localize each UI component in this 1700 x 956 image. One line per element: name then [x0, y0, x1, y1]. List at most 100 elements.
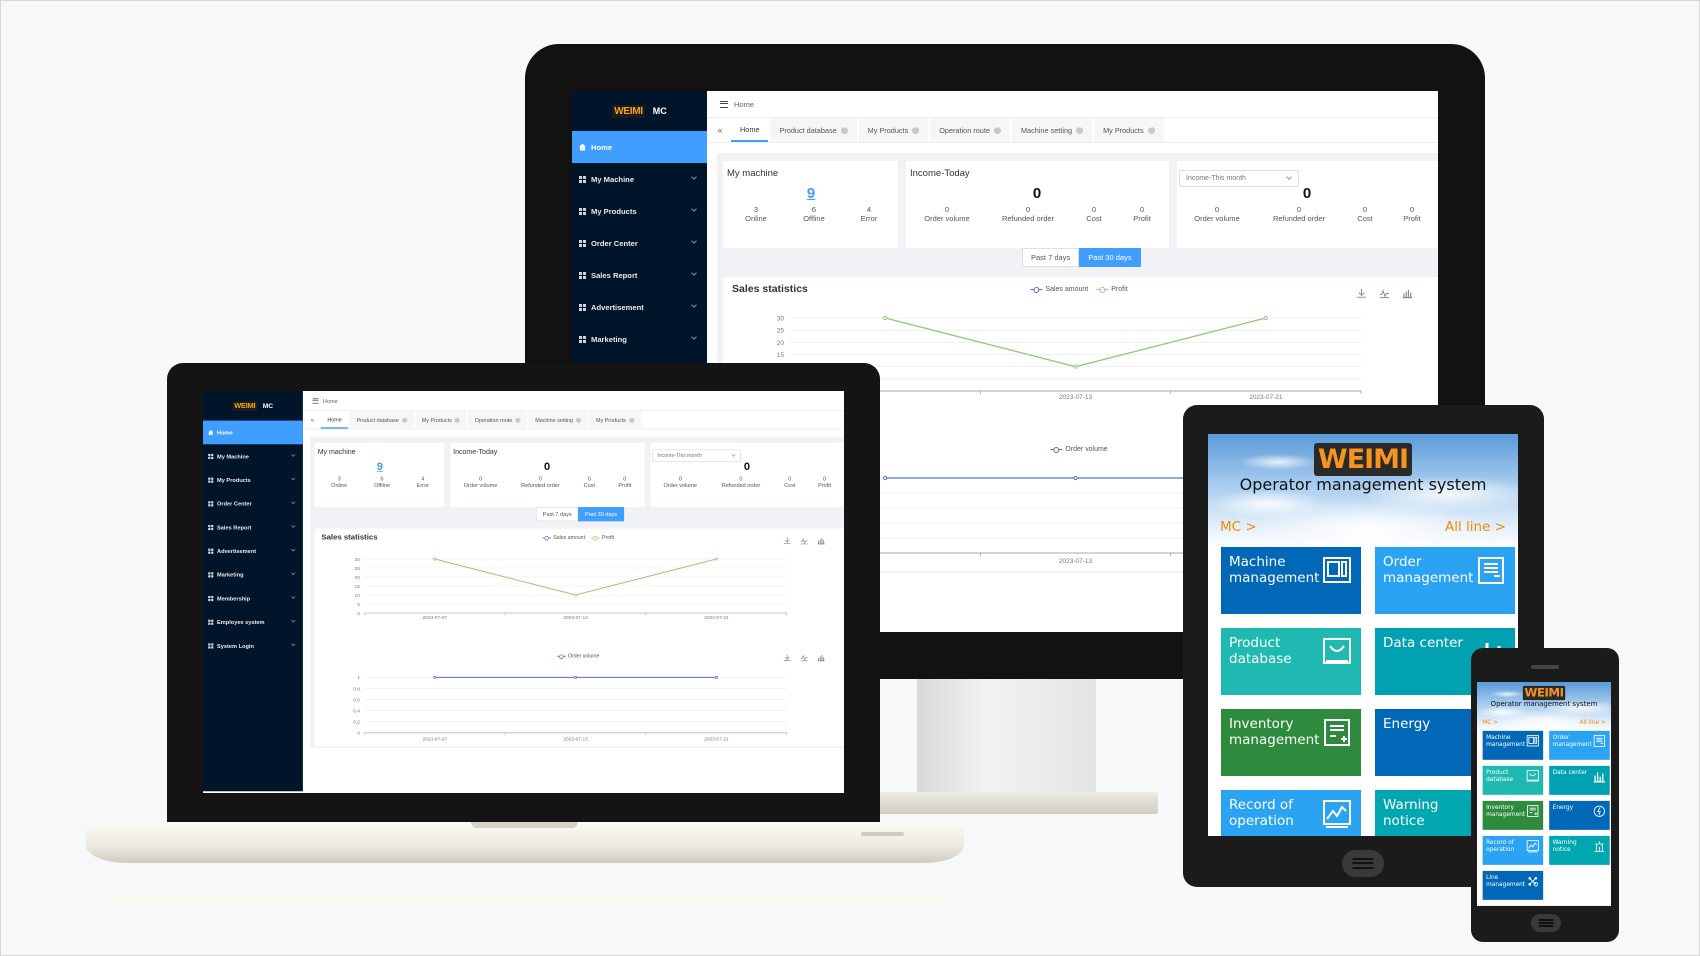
- sidebar-item-advertisement[interactable]: Advertisement: [572, 291, 707, 323]
- close-icon[interactable]: [1147, 125, 1155, 134]
- tablet-home-button[interactable]: [1342, 850, 1384, 877]
- all-line-link[interactable]: All line >: [1579, 718, 1606, 726]
- tab-product-database[interactable]: Product database: [349, 410, 414, 429]
- bar-chart-icon[interactable]: [1402, 288, 1413, 299]
- tab-home[interactable]: Home: [320, 410, 349, 429]
- tab-machine-setting[interactable]: Machine setting: [1011, 118, 1093, 142]
- chevron-down-icon[interactable]: [291, 547, 296, 552]
- close-icon[interactable]: [628, 416, 635, 423]
- sidebar-item-employee-system[interactable]: Employee system: [203, 610, 303, 634]
- close-icon[interactable]: [401, 416, 407, 423]
- tab-machine-setting[interactable]: Machine setting: [528, 410, 588, 429]
- tab-product-database[interactable]: Product database: [770, 118, 857, 142]
- tile-line-management[interactable]: Line management: [1482, 870, 1544, 900]
- sidebar-item-order-center[interactable]: Order Center: [203, 492, 303, 516]
- close-icon[interactable]: [515, 416, 521, 423]
- sidebar-item-my-products[interactable]: My Products: [572, 195, 707, 227]
- legend-sales-amount[interactable]: Sales amount: [542, 535, 585, 540]
- mc-link[interactable]: MC >: [1220, 519, 1257, 535]
- tile-energy[interactable]: Energy: [1549, 800, 1610, 830]
- menu-toggle-icon[interactable]: [720, 100, 728, 108]
- tile-machine-management[interactable]: Machine management: [1482, 730, 1544, 760]
- tab-my-products[interactable]: My Products: [415, 410, 467, 429]
- download-icon[interactable]: [783, 654, 791, 662]
- tab-my-products[interactable]: My Products: [1094, 118, 1164, 142]
- chevron-down-icon[interactable]: [691, 302, 697, 308]
- chevron-down-icon[interactable]: [291, 476, 296, 481]
- past-7-days-button[interactable]: Past 7 days: [536, 507, 579, 522]
- tab-operation-route[interactable]: Operation route: [468, 410, 528, 429]
- legend-sales-amount[interactable]: Sales amount: [1030, 286, 1088, 293]
- breadcrumb[interactable]: Home: [734, 99, 755, 109]
- sidebar-item-marketing[interactable]: Marketing: [572, 323, 707, 355]
- tile-order-management[interactable]: Order management: [1549, 730, 1610, 760]
- chevron-down-icon[interactable]: [691, 238, 697, 244]
- tile-warning-notice[interactable]: Warning notice: [1549, 835, 1610, 865]
- chevron-down-icon[interactable]: [691, 270, 697, 276]
- sidebar-item-system-login[interactable]: System Login: [203, 634, 303, 658]
- close-icon[interactable]: [1076, 125, 1084, 134]
- tile-data-center[interactable]: Data center: [1549, 765, 1610, 795]
- tile-product-database[interactable]: Product database: [1482, 765, 1544, 795]
- tab-my-products[interactable]: My Products: [589, 410, 641, 429]
- menu-toggle-icon[interactable]: [312, 398, 319, 404]
- chevron-down-icon[interactable]: [691, 206, 697, 212]
- chevron-down-icon[interactable]: [291, 570, 296, 576]
- past-30-days-button[interactable]: Past 30 days: [1079, 248, 1141, 267]
- breadcrumb[interactable]: Home: [322, 397, 338, 404]
- sidebar-item-order-center[interactable]: Order Center: [572, 227, 707, 259]
- tile-machine-management[interactable]: Machine management: [1221, 547, 1361, 614]
- close-icon[interactable]: [840, 125, 848, 134]
- chevron-down-icon[interactable]: [291, 452, 296, 457]
- legend-order-volume[interactable]: Order volume: [1050, 446, 1108, 453]
- tab-home[interactable]: Home: [731, 118, 769, 142]
- close-icon[interactable]: [454, 416, 460, 423]
- close-icon[interactable]: [576, 416, 582, 423]
- tile-product-database[interactable]: Product database: [1221, 628, 1361, 695]
- chevron-down-icon[interactable]: [691, 174, 697, 180]
- phone-home-button[interactable]: [1531, 914, 1561, 932]
- line-chart-icon[interactable]: [800, 654, 808, 662]
- sidebar-item-home[interactable]: Home: [572, 131, 707, 163]
- tabs-scroll-left-icon[interactable]: «: [717, 125, 723, 135]
- sidebar-item-my-machine[interactable]: My Machine: [203, 444, 303, 468]
- download-icon[interactable]: [1356, 288, 1367, 299]
- sidebar-item-membership[interactable]: Membership: [203, 586, 303, 610]
- sidebar-item-sales-report[interactable]: Sales Report: [572, 259, 707, 291]
- chevron-down-icon[interactable]: [291, 618, 296, 623]
- sidebar-item-advertisement[interactable]: Advertisement: [203, 539, 303, 563]
- chevron-down-icon[interactable]: [291, 641, 296, 647]
- chevron-down-icon[interactable]: [291, 499, 296, 505]
- tab-operation-route[interactable]: Operation route: [930, 118, 1010, 142]
- close-icon[interactable]: [993, 125, 1001, 134]
- sidebar-item-my-machine[interactable]: My Machine: [572, 163, 707, 195]
- line-chart-icon[interactable]: [1379, 288, 1390, 299]
- bar-chart-icon[interactable]: [817, 537, 825, 545]
- sidebar-item-home[interactable]: Home: [203, 420, 303, 445]
- tile-order-management[interactable]: Order management: [1375, 547, 1515, 614]
- legend-order-volume[interactable]: Order volume: [556, 654, 599, 659]
- tile-inventory-management[interactable]: Inventory management: [1221, 709, 1361, 776]
- mc-link[interactable]: MC >: [1482, 718, 1499, 726]
- income-period-select[interactable]: Income-This month: [1179, 170, 1299, 187]
- close-icon[interactable]: [912, 125, 920, 134]
- income-period-select[interactable]: Income-This month: [652, 449, 741, 463]
- bar-chart-icon[interactable]: [817, 654, 825, 662]
- chevron-down-icon[interactable]: [691, 334, 697, 340]
- tile-record-of-operation[interactable]: Record of operation: [1221, 790, 1361, 836]
- all-line-link[interactable]: All line >: [1445, 519, 1506, 535]
- past-30-days-button[interactable]: Past 30 days: [578, 507, 624, 522]
- tabs-scroll-left-icon[interactable]: «: [310, 416, 315, 424]
- chevron-down-icon[interactable]: [291, 523, 296, 528]
- past-7-days-button[interactable]: Past 7 days: [1022, 248, 1080, 267]
- download-icon[interactable]: [783, 537, 791, 545]
- legend-profit[interactable]: Profit: [1096, 286, 1128, 293]
- tab-my-products[interactable]: My Products: [858, 118, 929, 142]
- tile-record-of-operation[interactable]: Record of operation: [1482, 835, 1544, 865]
- sidebar-item-my-products[interactable]: My Products: [203, 468, 303, 492]
- sidebar-item-sales-report[interactable]: Sales Report: [203, 515, 303, 539]
- chevron-down-icon[interactable]: [291, 594, 296, 599]
- tile-inventory-management[interactable]: Inventory management: [1482, 800, 1544, 830]
- machine-total-link[interactable]: 9: [806, 185, 816, 202]
- line-chart-icon[interactable]: [800, 537, 808, 545]
